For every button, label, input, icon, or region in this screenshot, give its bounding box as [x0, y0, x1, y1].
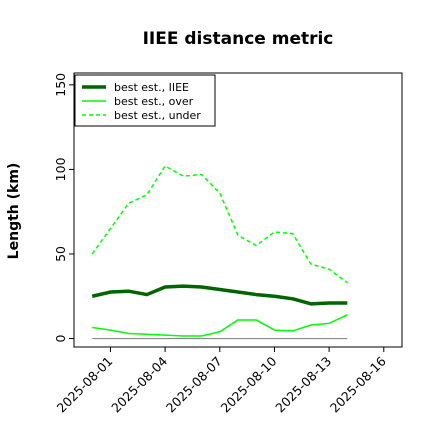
- x-tick-label: 2025-08-10: [218, 353, 280, 415]
- legend-label: best est., under: [114, 109, 201, 122]
- y-tick-label: 150: [53, 73, 68, 97]
- series-line-0: [91, 284, 348, 306]
- y-axis-label: Length (km): [6, 163, 22, 260]
- series-line-1: [92, 314, 348, 337]
- legend-label: best est., over: [114, 95, 194, 108]
- legend-label: best est., IIEE: [114, 81, 189, 94]
- x-tick-label: 2025-08-07: [163, 354, 225, 416]
- y-tick-label: 0: [53, 335, 68, 343]
- plot-frame: [73, 72, 403, 348]
- x-tick-label: 2025-08-04: [108, 353, 170, 415]
- x-tick-label: 2025-08-13: [272, 354, 334, 416]
- x-tick-label: 2025-08-16: [327, 353, 389, 415]
- y-tick-label: 100: [53, 157, 68, 181]
- series-layer: [91, 165, 348, 340]
- x-tick-label: 2025-08-01: [54, 354, 116, 416]
- y-tick-label: 50: [53, 246, 68, 262]
- y-axis: 0 50 100 150: [53, 73, 74, 343]
- chart-title: IIEE distance metric: [143, 29, 334, 49]
- series-line-2: [91, 165, 348, 284]
- x-axis: 2025-08-012025-08-042025-08-072025-08-10…: [54, 347, 389, 415]
